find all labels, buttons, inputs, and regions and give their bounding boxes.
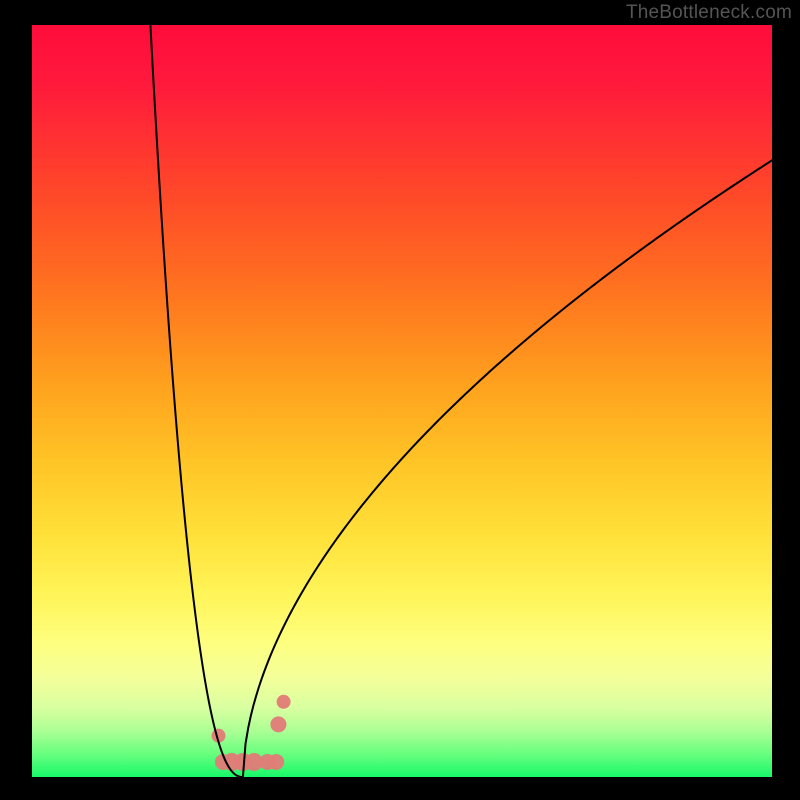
gradient-background	[32, 25, 772, 777]
data-point	[270, 716, 286, 732]
bottleneck-chart	[0, 0, 800, 800]
chart-stage: TheBottleneck.com	[0, 0, 800, 800]
watermark-text: TheBottleneck.com	[626, 2, 792, 24]
data-point	[268, 754, 284, 770]
data-point	[277, 695, 291, 709]
